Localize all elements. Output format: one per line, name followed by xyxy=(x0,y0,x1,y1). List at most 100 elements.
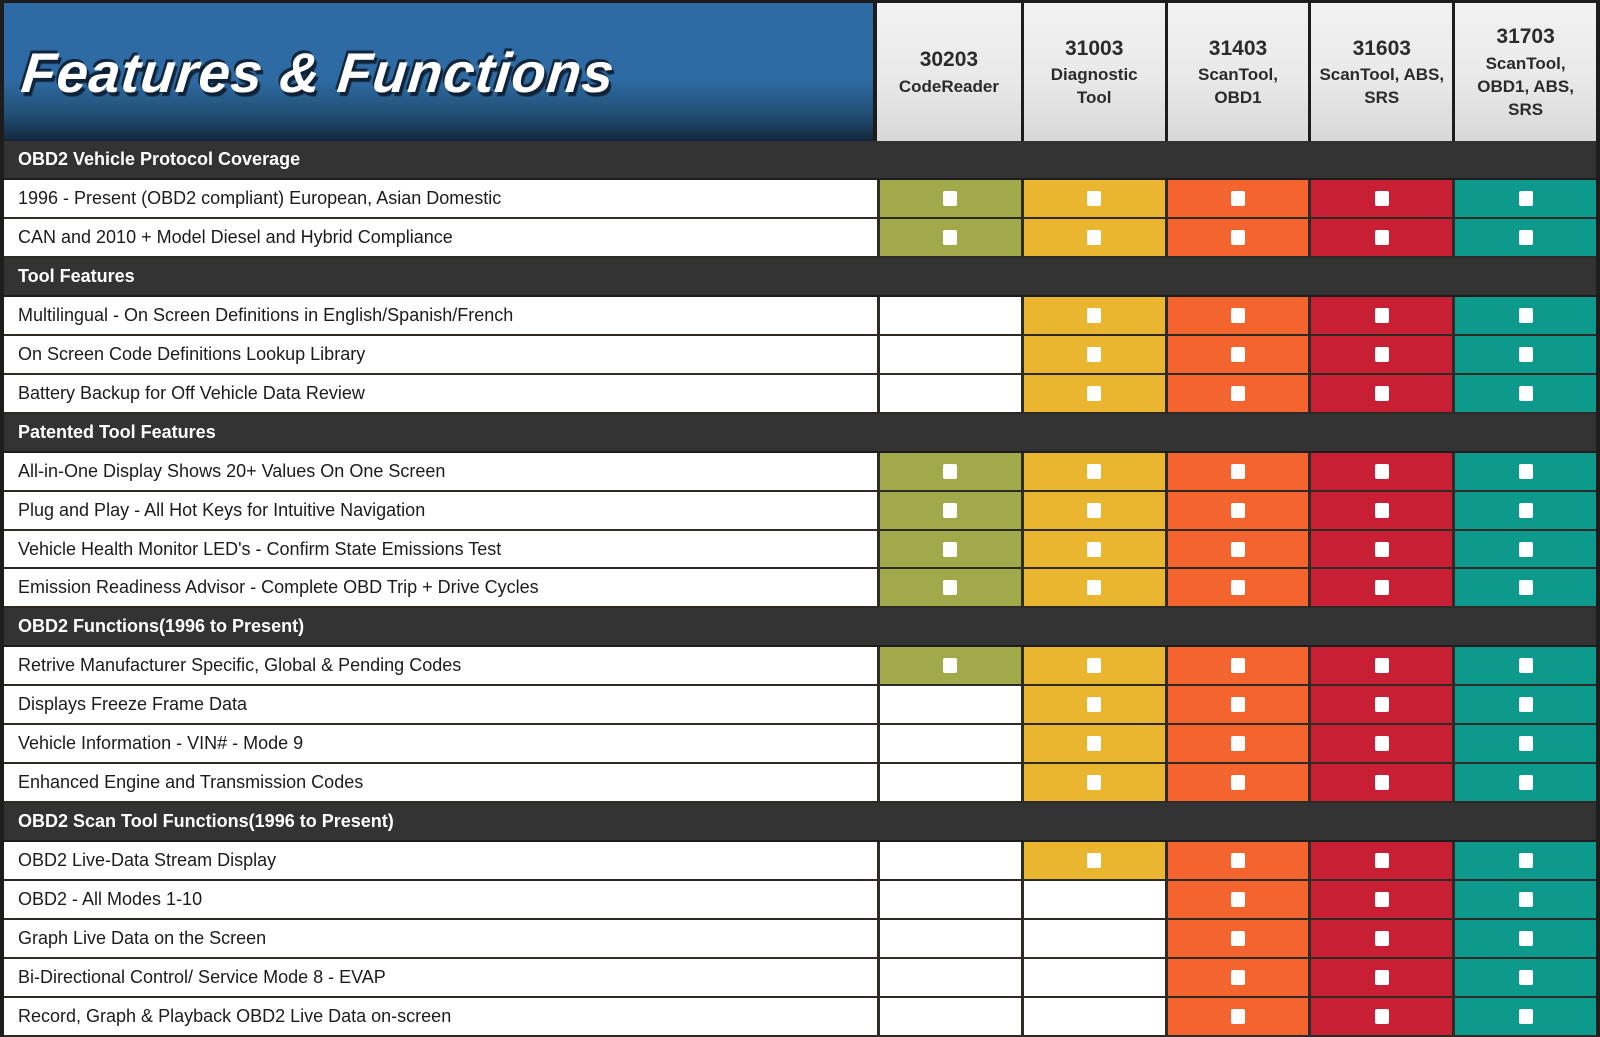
check-marker-icon xyxy=(1087,697,1102,713)
empty-cell xyxy=(1020,997,1165,1035)
check-cell xyxy=(1164,491,1309,529)
check-marker-icon xyxy=(1230,658,1245,674)
check-cell xyxy=(1020,491,1165,529)
check-marker-icon xyxy=(1518,463,1533,479)
check-cell xyxy=(1164,218,1309,256)
check-cell xyxy=(1164,959,1309,996)
check-cell xyxy=(1452,296,1596,334)
check-marker-icon xyxy=(1087,385,1102,401)
check-marker-icon xyxy=(1087,853,1102,869)
product-name: CodeReader xyxy=(898,76,999,96)
empty-cell xyxy=(877,959,1021,996)
check-cell xyxy=(1452,179,1596,217)
check-cell xyxy=(1164,374,1309,412)
feature-row: OBD2 - All Modes 1-10 xyxy=(4,881,1596,921)
check-marker-icon xyxy=(1374,463,1389,479)
product-name: ScanTool, OBD1 xyxy=(1198,65,1278,108)
check-marker-icon xyxy=(1374,658,1389,674)
feature-row: Vehicle Health Monitor LED's - Confirm S… xyxy=(4,530,1596,570)
check-cell xyxy=(1452,647,1596,685)
feature-row: 1996 - Present (OBD2 compliant) European… xyxy=(4,179,1596,219)
product-column-header: 31603 ScanTool, ABS, SRS xyxy=(1308,3,1453,141)
check-cell xyxy=(1164,179,1309,217)
check-marker-icon xyxy=(1230,931,1245,947)
check-cell xyxy=(877,530,1021,568)
check-cell xyxy=(1164,452,1309,490)
check-cell xyxy=(1308,725,1453,763)
check-cell xyxy=(1164,530,1309,568)
check-cell xyxy=(1452,569,1596,607)
check-marker-icon xyxy=(1518,931,1533,947)
check-marker-icon xyxy=(1374,541,1389,557)
check-cell xyxy=(1020,764,1165,802)
table-title-banner: Features & Functions xyxy=(4,3,877,141)
feature-row: OBD2 Live-Data Stream Display xyxy=(4,842,1596,882)
empty-cell xyxy=(1020,959,1165,996)
check-cell xyxy=(1308,997,1453,1035)
section-title: OBD2 Functions(1996 to Present) xyxy=(18,616,305,637)
check-marker-icon xyxy=(1518,502,1533,518)
check-cell xyxy=(1020,842,1165,880)
feature-label: All-in-One Display Shows 20+ Values On O… xyxy=(4,452,877,490)
check-marker-icon xyxy=(1374,1008,1389,1024)
check-cell xyxy=(1308,764,1453,802)
product-column-header: 31003 Diagnostic Tool xyxy=(1020,3,1165,141)
check-marker-icon xyxy=(1518,1008,1533,1024)
check-cell xyxy=(1164,335,1309,373)
check-marker-icon xyxy=(1374,190,1389,206)
check-cell xyxy=(1308,686,1453,724)
check-marker-icon xyxy=(1087,658,1102,674)
feature-label: Plug and Play - All Hot Keys for Intuiti… xyxy=(4,491,877,529)
product-id: 31003 xyxy=(1064,36,1124,60)
check-cell xyxy=(1452,686,1596,724)
check-marker-icon xyxy=(1230,580,1245,596)
feature-row: On Screen Code Definitions Lookup Librar… xyxy=(4,335,1596,375)
check-marker-icon xyxy=(943,580,958,596)
product-column-header: 31703 ScanTool, OBD1, ABS, SRS xyxy=(1452,3,1596,141)
check-cell xyxy=(1164,725,1309,763)
check-marker-icon xyxy=(1087,229,1102,245)
check-cell xyxy=(1452,764,1596,802)
feature-label: Graph Live Data on the Screen xyxy=(4,920,877,958)
check-cell xyxy=(1164,842,1309,880)
section-header-row: Patented Tool Features xyxy=(4,413,1596,453)
check-cell xyxy=(1308,920,1453,958)
check-cell xyxy=(1452,491,1596,529)
check-cell xyxy=(1452,374,1596,412)
check-cell xyxy=(1452,842,1596,880)
section-header-row: OBD2 Functions(1996 to Present) xyxy=(4,608,1596,648)
feature-row: Displays Freeze Frame Data xyxy=(4,686,1596,726)
table-body: OBD2 Vehicle Protocol Coverage 1996 - Pre… xyxy=(4,141,1596,1037)
check-cell xyxy=(877,491,1021,529)
product-column-header: 31403 ScanTool, OBD1 xyxy=(1164,3,1309,141)
product-id: 30203 xyxy=(919,48,979,72)
check-cell xyxy=(1164,296,1309,334)
empty-cell xyxy=(877,881,1021,919)
empty-cell xyxy=(877,725,1021,763)
check-marker-icon xyxy=(1230,1008,1245,1024)
check-cell xyxy=(1308,569,1453,607)
check-marker-icon xyxy=(1087,346,1102,362)
check-marker-icon xyxy=(1230,190,1245,206)
feature-label: Vehicle Information - VIN# - Mode 9 xyxy=(4,725,877,763)
check-cell xyxy=(1308,842,1453,880)
empty-cell xyxy=(877,920,1021,958)
check-cell xyxy=(1452,881,1596,919)
check-marker-icon xyxy=(1374,697,1389,713)
table-title: Features & Functions xyxy=(18,40,618,104)
feature-label: Displays Freeze Frame Data xyxy=(4,686,877,724)
check-marker-icon xyxy=(1518,969,1533,985)
check-cell xyxy=(1020,530,1165,568)
feature-label: On Screen Code Definitions Lookup Librar… xyxy=(4,335,877,373)
check-cell xyxy=(1020,218,1165,256)
check-marker-icon xyxy=(1374,502,1389,518)
section-header-row: Tool Features xyxy=(4,257,1596,297)
check-marker-icon xyxy=(1374,736,1389,752)
check-marker-icon xyxy=(1518,697,1533,713)
check-marker-icon xyxy=(1374,580,1389,596)
feature-row: Battery Backup for Off Vehicle Data Revi… xyxy=(4,374,1596,414)
feature-label: 1996 - Present (OBD2 compliant) European… xyxy=(4,179,877,217)
empty-cell xyxy=(1020,881,1165,919)
check-cell xyxy=(1308,491,1453,529)
feature-label: CAN and 2010 + Model Diesel and Hybrid C… xyxy=(4,218,877,256)
